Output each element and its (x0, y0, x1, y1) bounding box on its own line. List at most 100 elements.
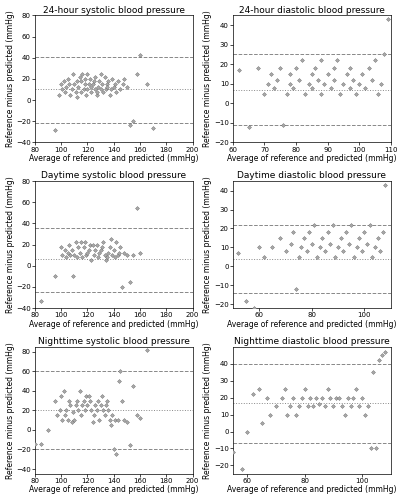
Point (130, 251, 137, 259)
Point (60, 387, 67, 395)
Point (93, 240, 100, 248)
Point (117, 242, 124, 250)
Y-axis label: Reference minus predicted (mmHg): Reference minus predicted (mmHg) (6, 10, 15, 147)
Point (81, 406, 88, 414)
Point (79, 402, 85, 409)
Point (124, 418, 130, 426)
Point (359, 394, 365, 402)
Point (370, 368, 377, 376)
Point (339, 402, 345, 410)
Point (59, 416, 66, 424)
Point (307, 394, 314, 402)
Point (230, 448, 236, 456)
Point (359, 247, 365, 255)
Point (105, 249, 112, 257)
Point (243, 296, 249, 304)
Point (69, 86, 75, 94)
Point (104, 80, 110, 88)
Point (106, 242, 113, 250)
Point (150, 124, 156, 132)
Point (345, 394, 351, 402)
Point (32, 440, 38, 448)
Point (84, 70, 91, 78)
Point (51, 272, 58, 280)
Point (255, 64, 262, 72)
Point (78, 238, 84, 246)
Point (288, 240, 294, 248)
Point (89, 240, 96, 248)
Point (137, 414, 143, 422)
Point (287, 402, 293, 410)
Point (340, 80, 347, 88)
Point (264, 394, 270, 402)
Point (85, 80, 92, 88)
Point (330, 402, 337, 410)
Point (315, 76, 321, 84)
X-axis label: Average of reference and predicted (mmHg): Average of reference and predicted (mmHg… (29, 320, 199, 328)
Point (261, 90, 268, 98)
Point (71, 251, 77, 259)
X-axis label: Average of reference and predicted (mmHg): Average of reference and predicted (mmHg… (227, 320, 397, 328)
Point (264, 80, 271, 88)
Point (96, 249, 102, 257)
Y-axis label: Reference minus predicted (mmHg): Reference minus predicted (mmHg) (6, 342, 15, 478)
Point (59, 251, 66, 259)
Point (301, 234, 307, 242)
Point (258, 419, 265, 427)
Point (299, 394, 305, 402)
Point (76, 73, 83, 81)
Point (103, 86, 109, 94)
Point (101, 251, 108, 259)
Point (271, 84, 277, 92)
Point (74, 254, 80, 262)
Point (121, 75, 127, 83)
Point (84, 249, 91, 257)
Point (379, 352, 385, 360)
Point (99, 80, 105, 88)
Point (95, 254, 101, 262)
Point (62, 411, 69, 419)
Point (143, 80, 150, 88)
Point (316, 400, 322, 408)
Point (98, 402, 104, 409)
Point (62, 246, 69, 254)
Point (89, 418, 96, 426)
Point (343, 228, 349, 236)
Point (347, 402, 354, 410)
Point (121, 416, 127, 424)
Point (108, 236, 114, 244)
Point (88, 84, 95, 92)
X-axis label: Average of reference and predicted (mmHg): Average of reference and predicted (mmHg… (227, 154, 397, 163)
Point (91, 251, 97, 259)
Point (106, 91, 113, 99)
Point (126, 440, 133, 448)
Point (88, 88, 95, 96)
Point (54, 411, 60, 419)
Point (75, 406, 81, 414)
Point (112, 254, 118, 262)
Point (83, 91, 89, 99)
Point (368, 76, 375, 84)
Point (372, 56, 378, 64)
Point (293, 64, 299, 72)
Point (51, 396, 58, 404)
Point (256, 385, 262, 393)
Point (337, 90, 343, 98)
Point (130, 382, 137, 390)
Point (99, 392, 105, 400)
Point (306, 228, 312, 236)
Point (372, 244, 378, 252)
Point (251, 304, 257, 312)
Title: Nighttime diastolic blood pressure: Nighttime diastolic blood pressure (234, 337, 390, 346)
Point (377, 247, 383, 255)
Point (110, 446, 117, 454)
Point (298, 244, 305, 252)
Point (87, 396, 93, 404)
Point (38, 440, 45, 448)
Point (93, 91, 100, 99)
Point (374, 234, 381, 242)
Point (89, 80, 96, 88)
Point (105, 77, 112, 85)
Point (137, 50, 143, 58)
Point (98, 86, 104, 94)
